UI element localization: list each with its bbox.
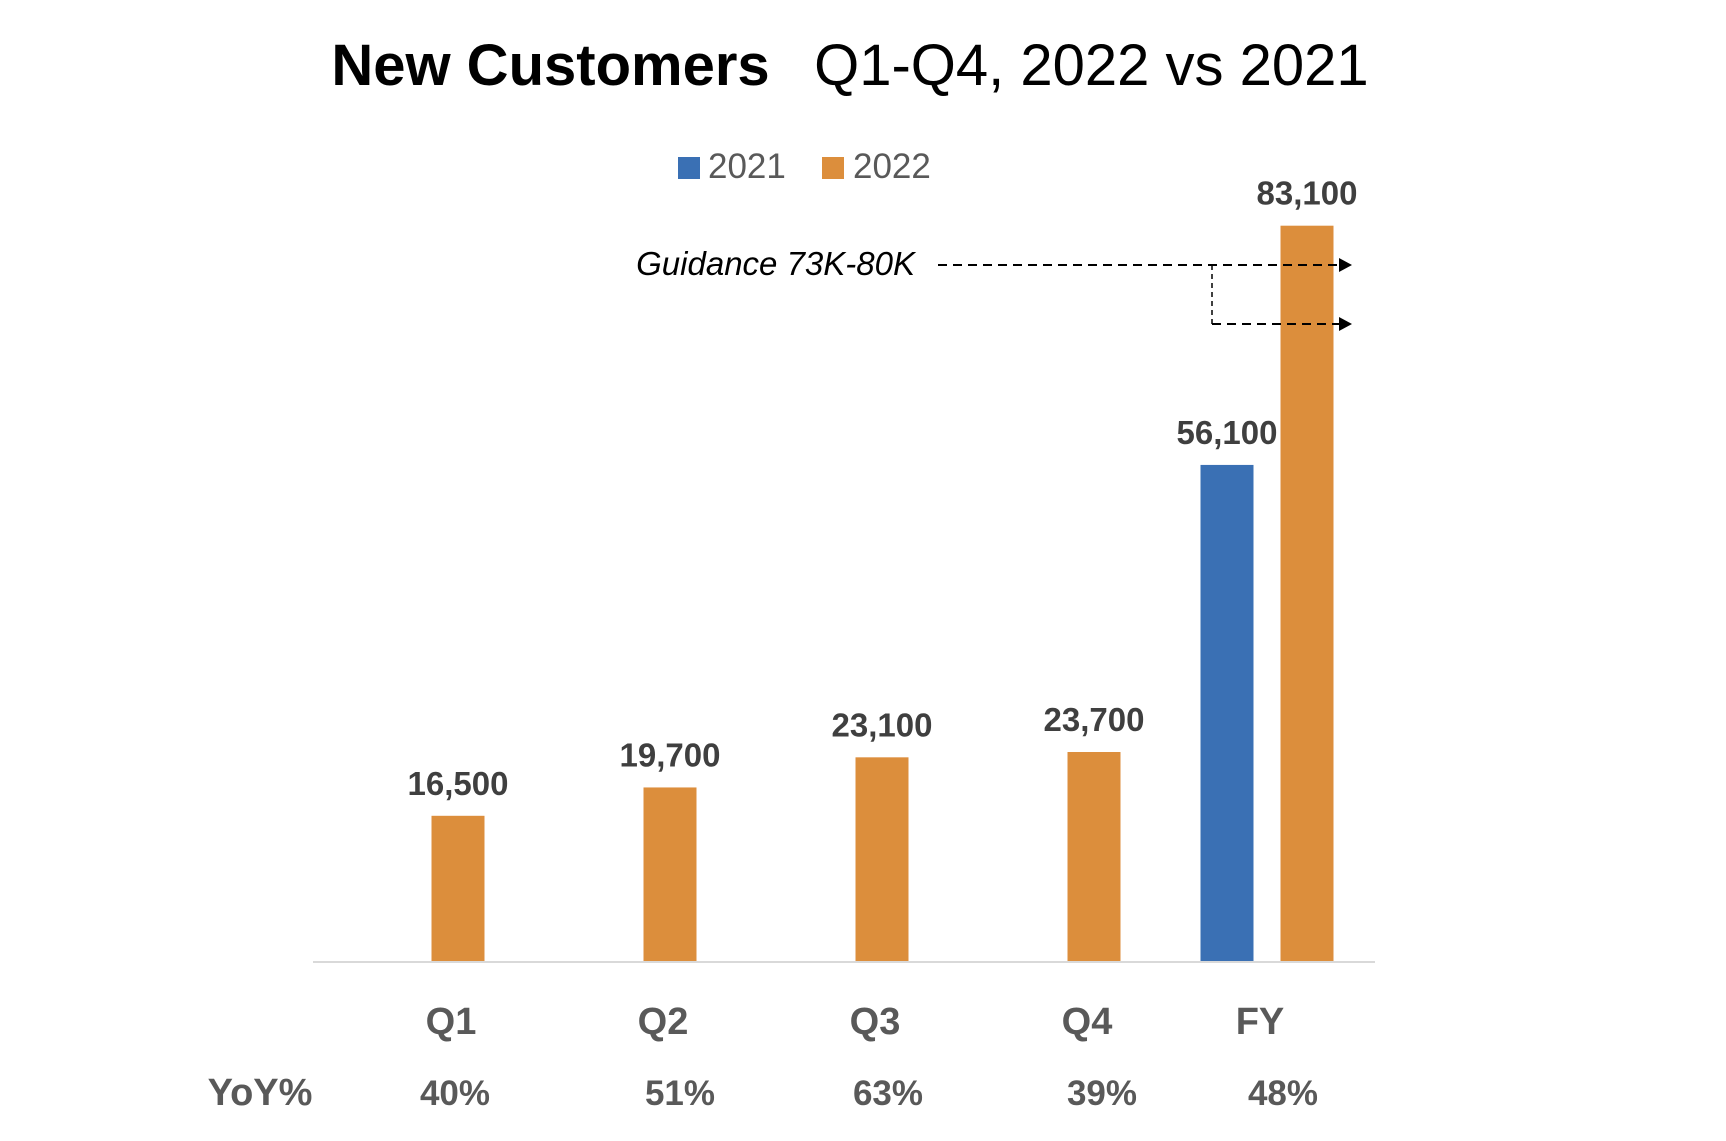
bars — [431, 225, 1334, 963]
bar-2022-q3 — [855, 757, 909, 962]
guidance-annotation: Guidance 73K-80K — [636, 245, 1352, 331]
legend-swatch-2021 — [678, 157, 700, 179]
bar-2022-q4 — [1067, 752, 1121, 962]
value-label-2022-fy: 83,100 — [1257, 175, 1358, 212]
guidance-label: Guidance 73K-80K — [636, 245, 917, 282]
yoy-values: 40% 51% 63% 39% 48% — [420, 1074, 1318, 1113]
chart-title-group: New Customers Q1-Q4, 2022 vs 2021 — [331, 33, 1368, 98]
chart-title: New Customers — [331, 33, 769, 98]
legend-swatch-2022 — [822, 157, 844, 179]
legend-label-2021: 2021 — [708, 147, 786, 186]
category-label-q1: Q1 — [426, 1001, 477, 1043]
yoy-value-q4: 39% — [1067, 1074, 1137, 1113]
guidance-low-arrowhead — [1339, 317, 1352, 331]
value-label-2021-fy: 56,100 — [1177, 414, 1278, 451]
yoy-value-q3: 63% — [853, 1074, 923, 1113]
bar-2021-fy — [1200, 464, 1254, 962]
guidance-high-arrowhead — [1339, 258, 1352, 272]
value-labels: 16,500 19,700 23,100 23,700 56,100 83,100 — [408, 175, 1358, 802]
category-label-q3: Q3 — [850, 1001, 901, 1043]
bar-2022-q1 — [431, 815, 485, 962]
legend-label-2022: 2022 — [853, 147, 931, 186]
value-label-2022-q4: 23,700 — [1044, 701, 1145, 738]
category-label-fy: FY — [1236, 1001, 1285, 1043]
yoy-value-q1: 40% — [420, 1074, 490, 1113]
category-label-q4: Q4 — [1062, 1001, 1113, 1043]
category-label-q2: Q2 — [638, 1001, 689, 1043]
bar-2022-q2 — [643, 787, 697, 962]
category-labels: Q1 Q2 Q3 Q4 FY — [426, 1001, 1285, 1043]
legend: 2021 2022 — [678, 147, 931, 186]
value-label-2022-q3: 23,100 — [832, 706, 933, 743]
bar-2022-fy — [1280, 225, 1334, 963]
yoy-value-q2: 51% — [645, 1074, 715, 1113]
yoy-value-fy: 48% — [1248, 1074, 1318, 1113]
chart-subtitle: Q1-Q4, 2022 vs 2021 — [814, 33, 1369, 98]
yoy-row-label: YoY% — [208, 1072, 313, 1114]
value-label-2022-q2: 19,700 — [620, 736, 721, 773]
value-label-2022-q1: 16,500 — [408, 765, 509, 802]
